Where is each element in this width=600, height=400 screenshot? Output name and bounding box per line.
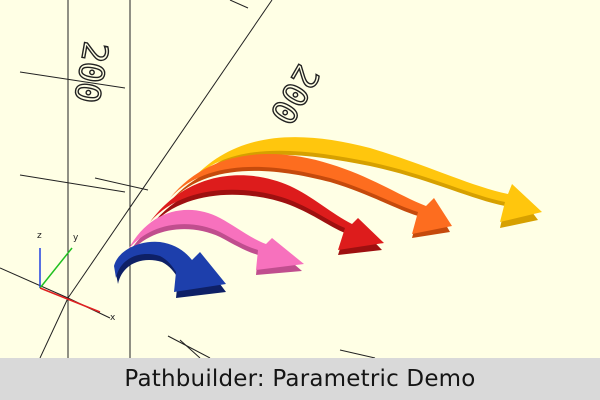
y-axis-label: y: [73, 233, 79, 243]
3d-viewport[interactable]: 200 200 z y x: [0, 0, 600, 358]
arrow-pink: [128, 209, 304, 275]
arrow-orange: [170, 154, 452, 238]
z-axis-label: z: [37, 231, 42, 241]
ruler-grid: [0, 0, 376, 358]
arrow-blue: [114, 241, 226, 298]
x-axis-line: [39, 287, 101, 313]
caption-text: Pathbuilder: Parametric Demo: [124, 366, 476, 392]
x-axis-label: x: [110, 313, 116, 323]
axis-gizmo: z y x: [37, 231, 116, 323]
arrow-yellow: [190, 137, 542, 228]
arrow-red: [150, 175, 384, 255]
scene-svg: 200 200 z y x: [0, 0, 542, 358]
caption-bar: Pathbuilder: Parametric Demo: [0, 358, 600, 400]
ruler-label-left: 200: [65, 38, 115, 105]
ruler-label-right: 200: [261, 58, 326, 131]
y-axis-line: [39, 247, 73, 289]
